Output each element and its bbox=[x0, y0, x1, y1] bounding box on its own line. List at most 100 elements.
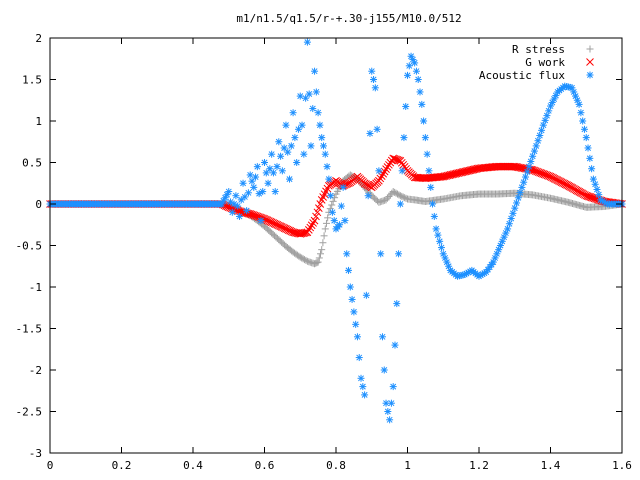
data-point bbox=[521, 173, 529, 181]
data-point bbox=[383, 163, 392, 171]
data-point bbox=[593, 195, 602, 204]
data-point bbox=[315, 254, 323, 262]
data-point bbox=[429, 200, 437, 208]
data-point bbox=[445, 171, 454, 180]
y-tick-label: -0.5 bbox=[16, 240, 43, 253]
data-point bbox=[378, 333, 386, 341]
data-point bbox=[235, 212, 243, 220]
x-tick-label: 1.6 bbox=[612, 459, 632, 472]
data-point bbox=[505, 220, 513, 228]
plot-frame bbox=[49, 37, 623, 454]
data-point bbox=[244, 189, 252, 197]
data-point bbox=[448, 170, 457, 179]
data-point bbox=[341, 217, 349, 225]
chart-title: m1/n1.5/q1.5/r-+.30-j155/M10.0/512 bbox=[236, 12, 461, 25]
data-point bbox=[395, 191, 403, 199]
data-point bbox=[319, 239, 327, 247]
data-point bbox=[375, 167, 383, 175]
data-point bbox=[587, 193, 596, 202]
data-point bbox=[414, 76, 422, 83]
data-point bbox=[386, 191, 394, 199]
data-point bbox=[301, 256, 309, 264]
data-point bbox=[440, 172, 449, 181]
data-point bbox=[385, 160, 393, 169]
data-point bbox=[507, 215, 515, 223]
data-point bbox=[449, 170, 458, 179]
data-point bbox=[382, 399, 390, 407]
data-point bbox=[224, 203, 233, 212]
data-point bbox=[345, 266, 353, 274]
data-point bbox=[275, 138, 283, 146]
data-point bbox=[291, 134, 299, 142]
data-point bbox=[516, 189, 524, 197]
data-point bbox=[525, 163, 533, 171]
data-point bbox=[425, 167, 433, 175]
data-point bbox=[595, 191, 603, 199]
data-point bbox=[348, 295, 356, 303]
x-tick-label: 0 bbox=[47, 459, 54, 472]
data-point bbox=[336, 221, 344, 229]
legend-marker bbox=[586, 58, 594, 66]
data-point bbox=[579, 117, 587, 125]
data-point bbox=[357, 374, 365, 382]
data-point bbox=[399, 193, 407, 201]
data-point bbox=[418, 100, 426, 108]
data-point bbox=[324, 214, 332, 222]
data-point bbox=[575, 100, 583, 108]
data-point bbox=[585, 192, 593, 201]
data-point bbox=[287, 142, 295, 150]
data-point bbox=[325, 175, 333, 183]
data-point bbox=[350, 308, 358, 316]
data-point bbox=[439, 172, 448, 181]
data-point bbox=[580, 125, 588, 133]
data-point bbox=[316, 200, 325, 208]
data-point bbox=[264, 179, 272, 187]
data-point bbox=[427, 183, 435, 191]
data-point bbox=[327, 192, 335, 200]
data-point bbox=[312, 88, 320, 96]
data-point bbox=[361, 391, 369, 399]
y-tick-label: -1 bbox=[29, 281, 42, 294]
data-point bbox=[383, 194, 391, 202]
data-point bbox=[593, 185, 601, 193]
legend-marker bbox=[586, 71, 594, 79]
x-tick-label: 0.6 bbox=[255, 459, 275, 472]
data-point bbox=[582, 191, 591, 200]
data-point bbox=[392, 155, 400, 164]
data-point bbox=[520, 178, 528, 186]
data-point bbox=[380, 366, 388, 374]
data-point bbox=[536, 132, 544, 140]
data-point bbox=[261, 159, 268, 166]
legend-item-r-stress: R stress bbox=[512, 43, 594, 56]
data-point bbox=[509, 209, 517, 217]
axes: 0 0.2 0.4 0.6 0.8 1 1.2 1.4 1.6 2 1.5 1 0.5 0 -0.5 -1 -1… bbox=[16, 32, 632, 472]
data-point bbox=[289, 109, 297, 117]
data-point bbox=[313, 208, 322, 217]
data-point bbox=[402, 194, 410, 202]
data-point bbox=[269, 169, 277, 177]
data-point bbox=[298, 121, 306, 129]
data-point bbox=[375, 176, 383, 185]
data-point bbox=[259, 188, 267, 196]
data-point bbox=[384, 408, 392, 415]
data-point bbox=[371, 84, 379, 92]
data-point bbox=[339, 183, 347, 191]
data-point bbox=[256, 213, 265, 222]
x-tick-label: 1 bbox=[404, 459, 411, 472]
data-point bbox=[337, 202, 345, 210]
data-point bbox=[412, 67, 420, 75]
data-point bbox=[534, 137, 542, 145]
y-tick-label: -2.5 bbox=[16, 406, 43, 419]
data-point bbox=[398, 192, 406, 200]
y-tick-label: 0.5 bbox=[22, 157, 42, 170]
legend-marker bbox=[586, 45, 594, 53]
data-point bbox=[253, 163, 261, 171]
data-point bbox=[277, 152, 285, 160]
data-point bbox=[353, 333, 361, 341]
data-point bbox=[518, 183, 526, 191]
data-point bbox=[273, 163, 281, 171]
data-point bbox=[306, 223, 315, 232]
data-point bbox=[430, 212, 438, 220]
data-point bbox=[311, 67, 319, 75]
data-point bbox=[582, 134, 590, 142]
